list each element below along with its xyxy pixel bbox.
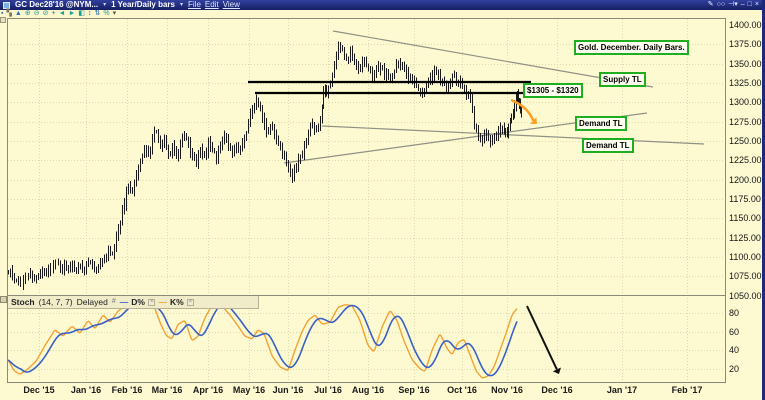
price-tick-1250: 1250.00 xyxy=(729,135,762,146)
symbol-dropdown-caret[interactable]: ▾ xyxy=(103,2,107,8)
menu-file[interactable]: File xyxy=(188,0,201,9)
month-tick-May16: May '16 xyxy=(232,385,266,395)
panel-corner-handle[interactable] xyxy=(0,17,6,23)
month-tick-Nov16: Nov '16 xyxy=(491,385,523,395)
remove-D-button[interactable]: × xyxy=(147,298,156,306)
price-tick-1375: 1375.00 xyxy=(729,39,762,50)
page-right-tool-icon[interactable]: ► xyxy=(68,10,76,17)
month-tick-Dec16: Dec '16 xyxy=(541,385,573,395)
tools-dropdown-icon[interactable]: ▾ xyxy=(112,10,117,17)
legend-label-K: K% xyxy=(169,297,184,307)
price-tick-1150: 1150.00 xyxy=(729,213,761,224)
price-tick-1175: 1175.00 xyxy=(729,193,761,204)
stoch-tick-40: 40 xyxy=(729,345,740,356)
stoch-legend: — D% × — K% × xyxy=(119,296,195,308)
month-tick-Feb16: Feb '16 xyxy=(111,385,143,395)
stoch-tick-20: 20 xyxy=(729,363,740,374)
app-icon xyxy=(3,1,10,9)
study-edit-icon[interactable]: # xyxy=(111,298,116,305)
month-tick-Aug16: Aug '16 xyxy=(351,385,385,395)
price-tick-1200: 1200.00 xyxy=(729,174,762,185)
month-tick-Jun16: Jun '16 xyxy=(272,385,304,395)
price-tick-1050: 1050.00 xyxy=(729,290,762,301)
menu-bar: File Edit View xyxy=(188,0,244,10)
window-buttons: ✎ ○○ ⊣▾ – □ × xyxy=(705,0,759,10)
close-button[interactable]: × xyxy=(754,1,759,8)
stoch-study-name[interactable]: Stoch xyxy=(11,297,35,307)
month-tick-Apr16: Apr '16 xyxy=(192,385,224,395)
note-box-gold-december[interactable]: Gold. December. Daily Bars. xyxy=(574,40,689,55)
month-tick-Oct16: Oct '16 xyxy=(447,385,477,395)
eraser-tool-icon[interactable]: ▚ xyxy=(6,10,12,17)
menu-edit[interactable]: Edit xyxy=(204,0,219,9)
price-tick-1075: 1075.00 xyxy=(729,271,762,282)
legend-label-D: D% xyxy=(131,297,145,307)
price-tick-1300: 1300.00 xyxy=(729,97,762,108)
stoch-header: Stoch (14, 7, 7) Delayed # — D% × — K% × xyxy=(8,296,259,309)
crosshair-tool-icon[interactable]: + xyxy=(51,10,56,17)
page-left-tool-icon[interactable]: ◄ xyxy=(58,10,66,17)
maximize-button[interactable]: □ xyxy=(747,1,752,8)
stoch-params: (14, 7, 7) xyxy=(38,297,73,307)
supply-tl-label[interactable]: Supply TL xyxy=(599,72,646,87)
draw-pencil-icon[interactable]: ✎ xyxy=(707,1,714,8)
drawing-toolbar: ▪ ▚ ▲ ⊕ ⊖ ⊘ + ◄ ► ◧ ↕ ⇅% ▾ xyxy=(0,10,762,18)
demand-tl-label-1[interactable]: Demand TL xyxy=(575,116,627,131)
price-tick-1275: 1275.00 xyxy=(729,116,762,127)
price-tick-1400: 1400.00 xyxy=(729,20,762,30)
price-tick-1325: 1325.00 xyxy=(729,77,762,88)
price-tick-1100: 1100.00 xyxy=(729,251,761,262)
link-circles-icon[interactable]: ○○ xyxy=(716,1,726,8)
price-tick-1125: 1125.00 xyxy=(729,232,761,243)
stoch-tick-80: 80 xyxy=(729,308,740,318)
price-zone-label[interactable]: $1305 - $1320 xyxy=(523,83,583,98)
month-tick-Mar16: Mar '16 xyxy=(151,385,183,395)
stoch-delayed-flag: Delayed xyxy=(76,297,108,307)
percent-tool-icon[interactable]: % xyxy=(103,10,110,17)
scale-tool-icon[interactable]: ↕ xyxy=(88,10,92,17)
minimize-button[interactable]: – xyxy=(740,1,745,8)
zoom-reset-tool-icon[interactable]: ⊘ xyxy=(42,10,49,17)
title-bar: GC Dec28'16 @NYM... ▾ 1 Year/Daily bars … xyxy=(0,0,762,10)
symbol-title[interactable]: GC Dec28'16 @NYM... xyxy=(15,0,99,9)
panel-splitter-handle[interactable] xyxy=(0,296,7,303)
demand-tl-label-2[interactable]: Demand TL xyxy=(582,138,634,153)
swap-tool-icon[interactable]: ⇅ xyxy=(94,10,101,17)
zoom-out-tool-icon[interactable]: ⊖ xyxy=(33,10,40,17)
timeframe-dropdown-caret[interactable]: ▾ xyxy=(180,2,184,8)
month-tick-Feb17: Feb '17 xyxy=(671,385,703,395)
month-tick-Jul16: Jul '16 xyxy=(314,385,342,395)
remove-K-button[interactable]: × xyxy=(186,298,195,306)
month-tick-Dec15: Dec '15 xyxy=(23,385,55,395)
month-tick-Jan16: Jan '16 xyxy=(70,385,102,395)
stoch-tick-60: 60 xyxy=(729,326,740,337)
bar-spacing-icon[interactable]: ⊣▾ xyxy=(728,1,738,8)
compress-tool-icon[interactable]: ◧ xyxy=(78,10,86,17)
month-tick-Sep16: Sep '16 xyxy=(398,385,430,395)
timeframe-title[interactable]: 1 Year/Daily bars xyxy=(111,0,175,9)
legend-line-D: — xyxy=(119,297,129,307)
price-tick-1350: 1350.00 xyxy=(729,58,762,69)
legend-line-K: — xyxy=(158,297,167,307)
trend-tool-icon[interactable]: ▲ xyxy=(14,10,22,17)
select-tool-icon[interactable]: ▪ xyxy=(1,10,4,17)
menu-view[interactable]: View xyxy=(222,0,240,9)
price-tick-1225: 1225.00 xyxy=(729,155,762,166)
month-tick-Jan17: Jan '17 xyxy=(606,385,638,395)
zoom-in-tool-icon[interactable]: ⊕ xyxy=(24,10,31,17)
